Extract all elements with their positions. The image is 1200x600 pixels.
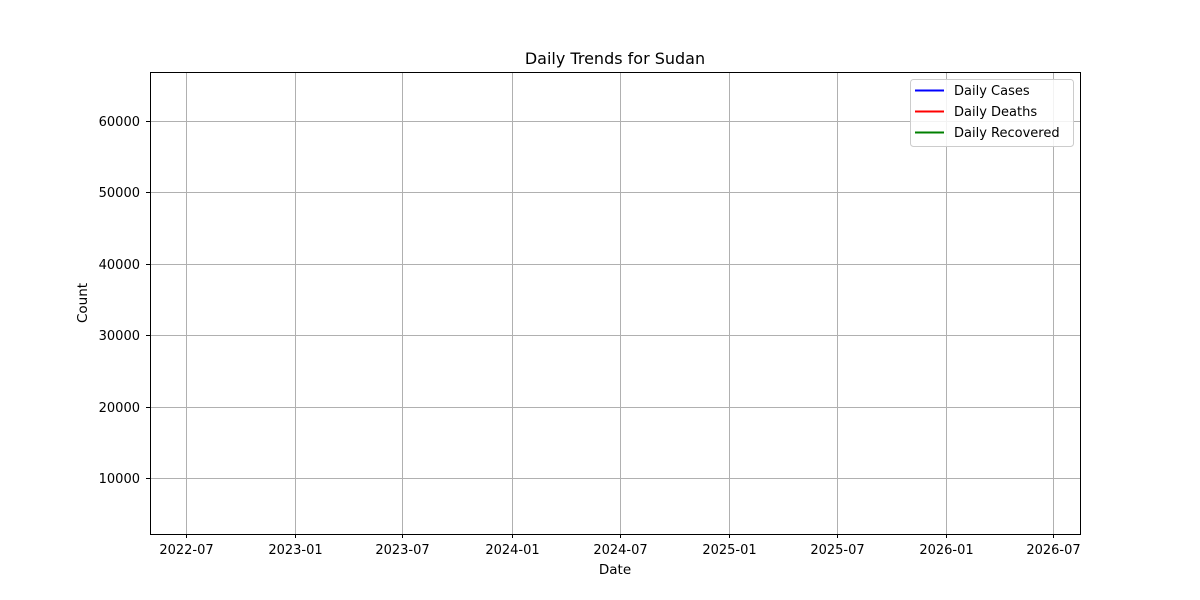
x-tick-label: 2026-07 <box>1026 543 1080 558</box>
x-tick-label: 2023-01 <box>268 543 322 558</box>
x-tick-label: 2022-07 <box>159 543 213 558</box>
x-axis-ticks: 2022-07 2023-01 2023-07 2024-01 2024-07 2025-… <box>159 534 1081 558</box>
y-tick-label: 60000 <box>99 115 140 130</box>
y-axis-label: Count <box>75 283 91 323</box>
x-axis-label: Date <box>599 562 631 578</box>
x-tick-label: 2023-07 <box>375 543 429 558</box>
legend: Daily Cases Daily Deaths Daily Recovered <box>910 79 1074 147</box>
y-tick-label: 10000 <box>99 472 140 487</box>
y-tick-label: 30000 <box>99 329 140 344</box>
legend-frame <box>910 79 1074 147</box>
plot-area-frame <box>150 72 1081 535</box>
x-tick-label: 2026-01 <box>919 543 973 558</box>
legend-label: Daily Cases <box>954 84 1030 99</box>
x-tick-label: 2024-01 <box>485 543 539 558</box>
chart-title: Daily Trends for Sudan <box>525 49 705 68</box>
legend-label: Daily Deaths <box>954 105 1037 120</box>
y-tick-label: 50000 <box>99 186 140 201</box>
grid <box>150 72 1080 534</box>
x-tick-label: 2024-07 <box>593 543 647 558</box>
legend-label: Daily Recovered <box>954 126 1060 141</box>
x-tick-label: 2025-07 <box>810 543 864 558</box>
y-tick-label: 40000 <box>99 258 140 273</box>
x-tick-label: 2025-01 <box>702 543 756 558</box>
y-tick-label: 20000 <box>99 401 140 416</box>
y-axis-ticks: 10000 20000 30000 40000 50000 60000 <box>99 115 150 487</box>
